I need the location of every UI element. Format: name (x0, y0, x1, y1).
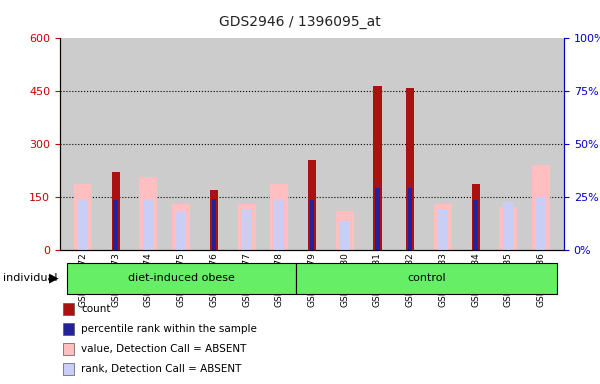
Text: diet-induced obese: diet-induced obese (128, 273, 235, 283)
Text: GDS2946 / 1396095_at: GDS2946 / 1396095_at (219, 15, 381, 29)
Bar (310, 200, 314, 250)
Bar (499, 207, 517, 250)
Bar (139, 177, 157, 250)
Bar (473, 200, 478, 250)
Bar (238, 204, 256, 250)
Bar (308, 160, 316, 250)
Text: rank, Detection Call = ABSENT: rank, Detection Call = ABSENT (81, 364, 241, 374)
Bar (143, 200, 154, 250)
Bar (78, 200, 88, 250)
Bar (210, 190, 218, 250)
Bar (74, 184, 92, 250)
Bar (113, 200, 118, 250)
Text: value, Detection Call = ABSENT: value, Detection Call = ABSENT (81, 344, 247, 354)
Text: ▶: ▶ (49, 272, 59, 285)
Bar (274, 200, 284, 250)
Bar (438, 209, 448, 250)
Bar (375, 188, 380, 250)
Text: individual: individual (3, 273, 58, 283)
Text: control: control (407, 273, 446, 283)
Bar (336, 211, 354, 250)
Bar (532, 165, 550, 250)
Bar (406, 88, 414, 250)
Bar (472, 184, 480, 250)
Bar (536, 197, 546, 250)
Bar (270, 184, 288, 250)
Text: percentile rank within the sample: percentile rank within the sample (81, 324, 257, 334)
Bar (434, 204, 452, 250)
Bar (373, 86, 382, 250)
Bar (172, 204, 190, 250)
Text: count: count (81, 304, 110, 314)
Bar (503, 202, 514, 250)
Bar (112, 172, 120, 250)
Bar (242, 209, 251, 250)
Bar (408, 188, 412, 250)
Bar (176, 211, 186, 250)
Bar (212, 199, 216, 250)
Bar (340, 222, 350, 250)
